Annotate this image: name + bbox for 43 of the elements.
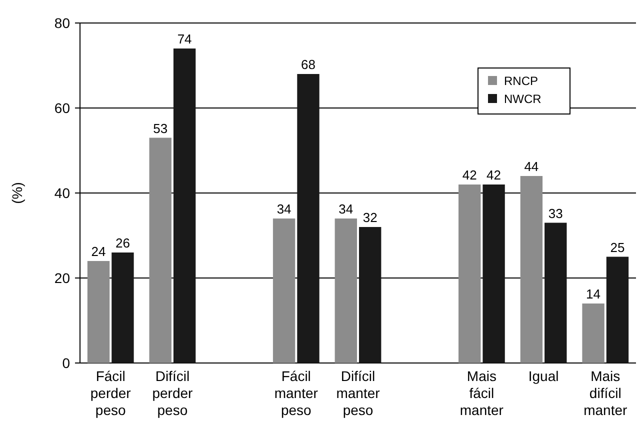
- data-label: 42: [462, 168, 477, 182]
- data-label: 26: [115, 236, 130, 250]
- data-label: 25: [610, 240, 625, 255]
- x-tick-label: Igual: [528, 368, 559, 384]
- x-tick-label: Mais fácil manter: [460, 368, 504, 418]
- data-label: 42: [486, 168, 502, 182]
- bar: [482, 184, 505, 363]
- x-tick-label: Fácil manter peso: [274, 368, 318, 418]
- x-tick-label: Difícil manter peso: [336, 368, 380, 418]
- bar: [606, 256, 629, 363]
- bar: [359, 227, 382, 363]
- bar: [272, 218, 296, 363]
- bar: [173, 48, 196, 363]
- data-label: 53: [153, 120, 168, 136]
- data-label: 44: [524, 159, 539, 174]
- legend-label: RNCP: [504, 74, 538, 88]
- legend-label: NWCR: [504, 92, 542, 106]
- data-label: 34: [338, 202, 354, 216]
- bar: [87, 261, 110, 363]
- y-tick-label: 40: [54, 184, 70, 201]
- bar: [112, 252, 134, 363]
- bar: [520, 176, 543, 363]
- y-tick-label: 80: [54, 14, 70, 31]
- y-tick-label: 20: [54, 270, 70, 286]
- data-label: 68: [301, 57, 316, 72]
- data-label: 33: [548, 206, 563, 221]
- bar: [582, 304, 604, 363]
- y-tick-label: 60: [54, 100, 70, 116]
- bar: [297, 74, 320, 363]
- data-label: 32: [362, 210, 378, 225]
- bar: [334, 218, 357, 363]
- x-tick-label: Fácil perder peso: [90, 368, 132, 418]
- bar: [149, 138, 172, 363]
- x-tick-label: Difícil perder peso: [152, 368, 194, 418]
- y-tick-label: 0: [62, 354, 70, 371]
- data-label: 34: [276, 202, 292, 216]
- data-label: 14: [586, 286, 601, 302]
- x-tick-label: Mais difícil manter: [584, 368, 628, 418]
- data-label: 24: [91, 244, 106, 259]
- y-axis-title: (%): [9, 182, 25, 204]
- data-label: 74: [177, 32, 192, 46]
- bar: [544, 222, 567, 363]
- bar: [458, 184, 481, 363]
